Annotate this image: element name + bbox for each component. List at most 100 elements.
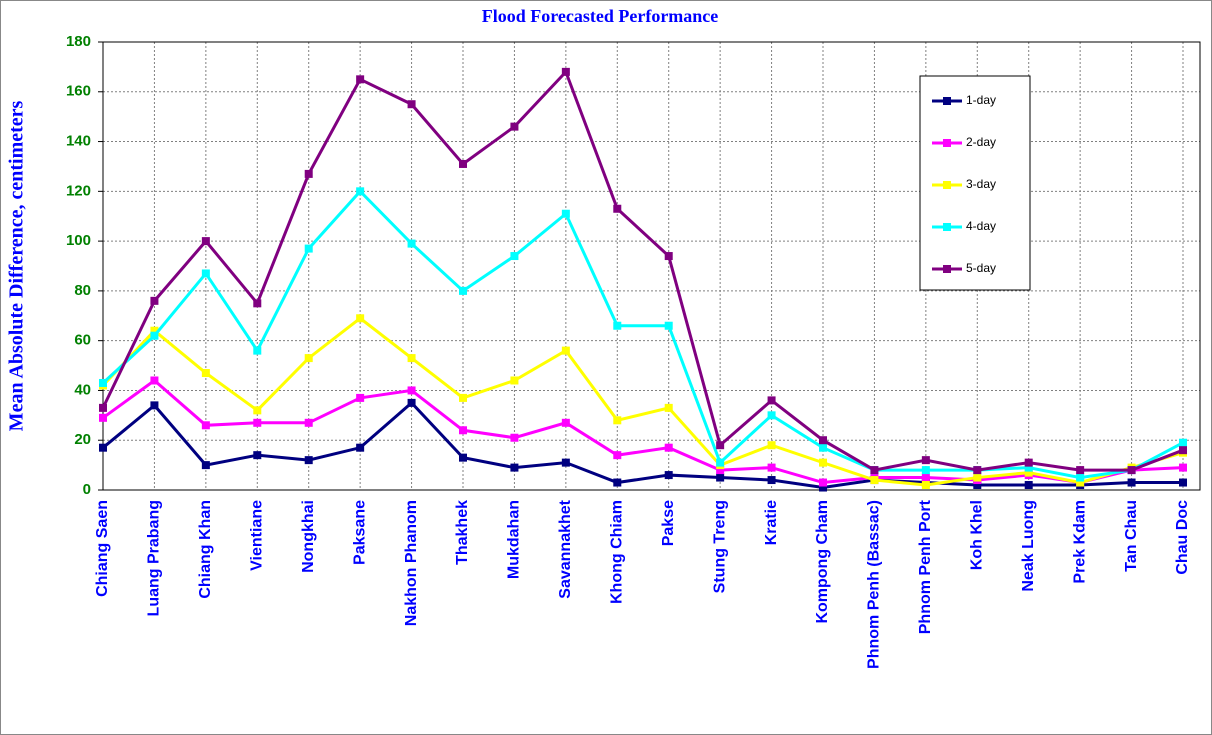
data-point bbox=[1076, 466, 1085, 475]
data-point bbox=[253, 451, 262, 460]
series-line bbox=[102, 378, 1184, 485]
data-point bbox=[973, 481, 982, 490]
legend-marker bbox=[943, 223, 951, 231]
data-point bbox=[201, 237, 210, 246]
y-tick-label: 140 bbox=[66, 133, 91, 150]
series-line bbox=[101, 189, 1184, 480]
data-point bbox=[819, 458, 827, 467]
data-point bbox=[304, 244, 313, 253]
data-point bbox=[664, 471, 673, 480]
data-point bbox=[99, 443, 107, 452]
data-point bbox=[510, 433, 519, 442]
data-point bbox=[716, 441, 725, 450]
data-point bbox=[510, 376, 519, 385]
x-tick-label: Koh Khel bbox=[969, 500, 986, 570]
x-tick-label: Thakhek bbox=[454, 500, 471, 565]
data-point bbox=[356, 75, 365, 84]
data-point bbox=[459, 159, 467, 168]
x-tick-label: Phnom Penh Port bbox=[917, 499, 934, 634]
data-point bbox=[613, 451, 622, 460]
data-point bbox=[407, 354, 416, 363]
data-point bbox=[767, 463, 776, 472]
x-tick-label: Luang Prabang bbox=[146, 500, 163, 616]
data-point bbox=[767, 396, 776, 405]
x-tick-label: Nakhon Phanom bbox=[403, 500, 420, 626]
data-point bbox=[664, 403, 673, 412]
x-tick-label: Neak Luong bbox=[1020, 500, 1037, 592]
data-point bbox=[356, 314, 365, 323]
x-tick-label: Paksane bbox=[351, 500, 368, 565]
data-point bbox=[767, 411, 776, 420]
data-point bbox=[1076, 478, 1085, 487]
data-point bbox=[870, 476, 879, 485]
data-point bbox=[1179, 446, 1187, 455]
data-point bbox=[973, 466, 982, 475]
legend-label: 1-day bbox=[966, 93, 996, 107]
data-point bbox=[407, 398, 416, 407]
x-tick-label: Savannakhet bbox=[557, 499, 574, 598]
legend-label: 3-day bbox=[966, 177, 996, 191]
data-point bbox=[1076, 473, 1085, 482]
data-point bbox=[304, 418, 313, 427]
x-tick-label: Stung Treng bbox=[711, 500, 728, 593]
data-point bbox=[304, 456, 313, 465]
data-point bbox=[150, 376, 159, 385]
data-point bbox=[253, 346, 262, 355]
data-point bbox=[561, 418, 570, 427]
x-tick-label: Kompong Cham bbox=[814, 500, 831, 624]
data-point bbox=[921, 456, 930, 465]
data-point bbox=[870, 466, 879, 475]
x-tick-label: Khong Chiam bbox=[609, 500, 626, 604]
legend-marker bbox=[943, 97, 951, 105]
data-point bbox=[459, 453, 467, 462]
data-point bbox=[201, 269, 210, 278]
data-point bbox=[973, 473, 982, 482]
data-point bbox=[407, 100, 416, 109]
data-point bbox=[201, 421, 210, 430]
plot-frame bbox=[102, 41, 1201, 491]
data-point bbox=[99, 403, 107, 412]
data-point bbox=[150, 331, 159, 340]
data-point bbox=[921, 466, 930, 475]
y-tick-label: 160 bbox=[66, 83, 91, 100]
data-point bbox=[1179, 438, 1187, 447]
legend-marker bbox=[943, 265, 951, 273]
data-point bbox=[1024, 458, 1033, 467]
data-point bbox=[150, 326, 159, 335]
data-point bbox=[253, 406, 262, 415]
x-tick-label: Chiang Khan bbox=[197, 500, 214, 599]
data-point bbox=[921, 473, 930, 482]
x-tick-label: Chiang Saen bbox=[94, 500, 111, 597]
data-point bbox=[1127, 478, 1136, 487]
data-point bbox=[99, 413, 107, 422]
data-point bbox=[819, 478, 827, 487]
x-tick-label: Pakse bbox=[660, 500, 677, 546]
x-tick-label: Nongkhai bbox=[300, 500, 317, 573]
data-point bbox=[819, 483, 827, 492]
data-point bbox=[613, 416, 622, 425]
data-point bbox=[767, 441, 776, 450]
x-tick-label: Chau Doc bbox=[1174, 500, 1191, 575]
data-point bbox=[407, 239, 416, 248]
data-point bbox=[561, 209, 570, 218]
data-point bbox=[356, 443, 365, 452]
data-point bbox=[150, 296, 159, 305]
series-line bbox=[101, 69, 1184, 472]
data-point bbox=[1179, 463, 1187, 472]
chart-title: Flood Forecasted Performance bbox=[482, 6, 719, 26]
data-point bbox=[510, 463, 519, 472]
data-point bbox=[716, 473, 725, 482]
data-point bbox=[1024, 481, 1033, 490]
series-line bbox=[102, 400, 1183, 490]
data-point bbox=[716, 466, 725, 475]
y-tick-label: 120 bbox=[66, 182, 91, 199]
y-tick-label: 20 bbox=[74, 431, 91, 448]
data-point bbox=[459, 286, 467, 295]
data-point bbox=[150, 401, 159, 410]
data-point bbox=[253, 418, 262, 427]
data-point bbox=[304, 354, 313, 363]
data-point bbox=[664, 321, 673, 330]
data-point bbox=[1024, 463, 1033, 472]
y-tick-label: 60 bbox=[74, 332, 91, 349]
